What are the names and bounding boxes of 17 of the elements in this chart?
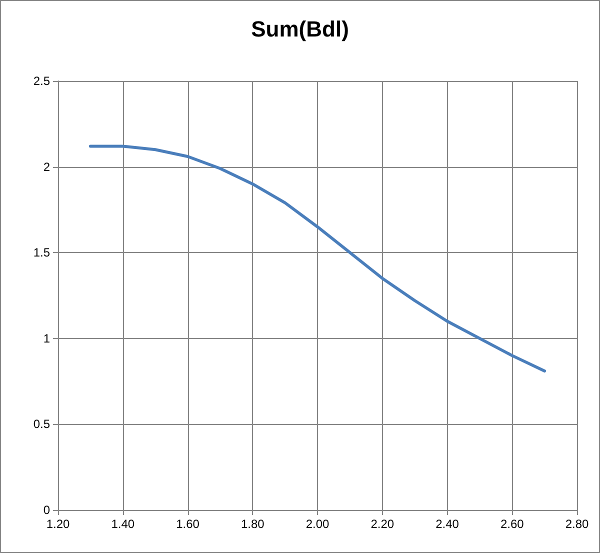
- y-tick-label: 1.5: [33, 246, 50, 260]
- x-tick-label: 1.20: [46, 517, 70, 531]
- x-tick-label: 2.00: [306, 517, 330, 531]
- y-tick-label: 2.5: [33, 74, 50, 88]
- x-tick-label: 1.60: [176, 517, 200, 531]
- x-tick-label: 2.20: [370, 517, 394, 531]
- x-tick-label: 2.60: [500, 517, 524, 531]
- line-series: [88, 144, 546, 373]
- y-tick-label: 0.5: [33, 417, 50, 432]
- x-tick-label: 2.80: [565, 517, 589, 531]
- y-tick-label: 0: [43, 503, 50, 517]
- chart-title: Sum(Bdl): [251, 16, 349, 42]
- x-tick-label: 2.40: [436, 517, 460, 531]
- y-tick-label: 1: [43, 331, 50, 346]
- x-tick-label: 1.80: [240, 517, 265, 531]
- x-tick-label: 1.40: [111, 517, 135, 531]
- y-tick-label: 2: [43, 160, 50, 174]
